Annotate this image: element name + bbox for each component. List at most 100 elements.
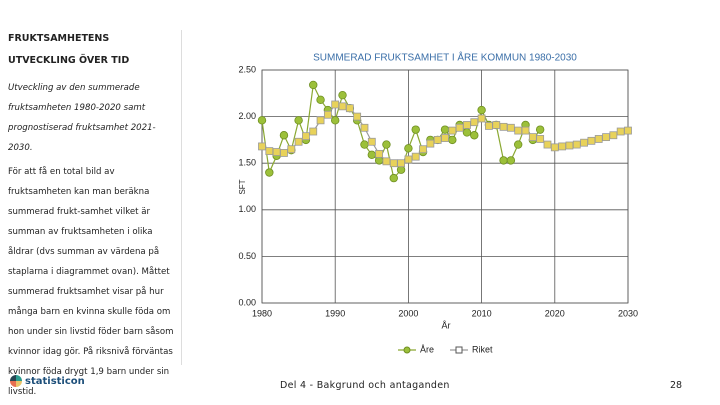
point — [257, 116, 267, 125]
point — [463, 121, 471, 129]
y-tick-label: 1.00 — [238, 204, 256, 214]
point — [272, 148, 281, 156]
x-tick-label: 1980 — [252, 308, 272, 318]
point — [279, 131, 289, 140]
y-tick-label: 2.50 — [238, 64, 256, 74]
legend-label: Riket — [472, 344, 493, 354]
point — [440, 125, 450, 134]
point — [404, 144, 413, 153]
x-tick-label: 2020 — [545, 308, 565, 318]
point — [389, 173, 398, 183]
x-tick-label: 1990 — [325, 308, 345, 318]
point — [338, 102, 347, 111]
point — [265, 147, 274, 155]
point — [602, 133, 610, 142]
point — [294, 137, 303, 146]
legend-label: Åre — [420, 344, 434, 354]
point — [609, 131, 618, 140]
point — [477, 114, 486, 123]
y-tick-label: 0.50 — [238, 251, 256, 261]
point — [426, 139, 435, 148]
point — [345, 104, 354, 113]
point — [514, 126, 523, 135]
point — [323, 110, 332, 119]
x-tick-label: 2000 — [398, 308, 418, 318]
point — [280, 149, 288, 157]
legend-marker — [455, 346, 463, 354]
point — [492, 121, 501, 129]
point — [624, 126, 632, 135]
point — [316, 95, 325, 105]
point — [506, 123, 515, 132]
point — [499, 122, 508, 131]
point — [499, 156, 508, 165]
point — [411, 152, 420, 161]
point — [382, 140, 391, 149]
chart-title: SUMMERAD FRUKTSAMHET I ÅRE KOMMUN 1980-2… — [313, 51, 577, 64]
y-tick-label: 0.00 — [238, 297, 256, 307]
point — [419, 145, 427, 154]
slide-title: FRUKTSAMHETENS UTVECKLING ÖVER TID — [8, 33, 130, 66]
divider — [181, 30, 182, 365]
point — [543, 140, 552, 149]
point — [594, 135, 603, 143]
point — [411, 125, 420, 134]
point — [287, 145, 296, 154]
point — [550, 143, 559, 152]
point — [294, 116, 303, 125]
page-number: 28 — [670, 380, 683, 391]
logo-text: statisticon — [25, 376, 85, 387]
footer-section: Del 4 - Bakgrund och antaganden — [280, 380, 450, 391]
point — [367, 137, 376, 146]
point — [397, 159, 405, 168]
point — [528, 133, 537, 142]
y-tick-label: 1.50 — [238, 158, 256, 168]
point — [302, 132, 310, 141]
point — [309, 80, 318, 90]
point — [331, 100, 340, 109]
point — [382, 157, 391, 166]
point — [470, 118, 479, 127]
plot-area — [261, 69, 629, 304]
x-tick-label: 2030 — [618, 308, 638, 318]
point — [265, 168, 274, 177]
point — [375, 149, 384, 158]
point — [477, 105, 486, 115]
logo-icon — [10, 375, 22, 387]
point — [587, 136, 596, 145]
y-axis-label: SFT — [238, 179, 247, 194]
point — [331, 116, 340, 125]
point — [360, 140, 369, 149]
point — [353, 112, 362, 121]
point — [309, 127, 318, 136]
point — [448, 126, 457, 135]
point — [433, 135, 442, 144]
body-text: För att få en total bild av fruktsamhete… — [8, 167, 174, 397]
point — [506, 156, 516, 165]
y-tick-label: 2.00 — [238, 111, 256, 121]
point — [565, 141, 574, 150]
point — [316, 116, 325, 125]
logo: statisticon — [10, 375, 85, 387]
point — [258, 142, 266, 151]
intro-text: Utveckling av den summerade fruktsamhete… — [8, 83, 156, 153]
x-axis-label: År — [442, 320, 451, 330]
point — [367, 150, 376, 160]
point — [360, 123, 369, 132]
point — [441, 134, 449, 142]
point — [521, 126, 530, 135]
point — [470, 131, 479, 140]
point — [448, 135, 457, 145]
x-tick-label: 2010 — [472, 308, 492, 318]
point — [536, 135, 545, 143]
point — [572, 140, 581, 149]
point — [535, 125, 545, 134]
point — [514, 140, 523, 149]
point — [455, 123, 464, 132]
legend-marker — [403, 346, 411, 354]
point — [580, 138, 588, 147]
point — [485, 122, 493, 130]
point — [558, 142, 567, 151]
